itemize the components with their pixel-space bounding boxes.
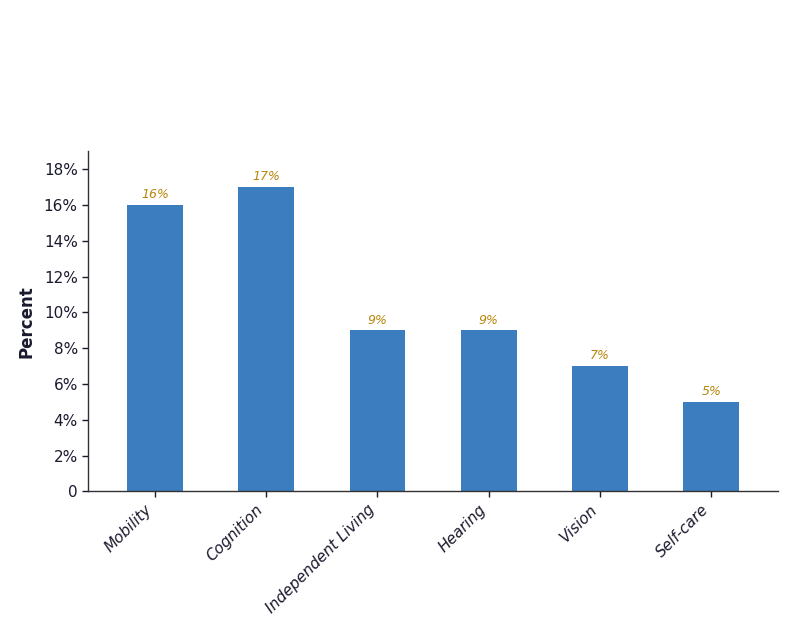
Bar — [350, 330, 405, 491]
Bar — [572, 366, 628, 491]
Text: 7%: 7% — [590, 350, 610, 362]
Text: functional disability types: functional disability types — [24, 86, 346, 110]
Text: 9%: 9% — [367, 314, 387, 327]
Bar — [461, 330, 516, 491]
Text: 16%: 16% — [141, 188, 169, 202]
Bar — [128, 205, 183, 491]
Text: Percentage of adults in Kentucky with select: Percentage of adults in Kentucky with se… — [24, 32, 578, 56]
Text: 5%: 5% — [701, 386, 721, 398]
Text: 17%: 17% — [253, 171, 280, 183]
Bar — [238, 187, 294, 491]
Bar — [683, 402, 739, 491]
Y-axis label: Percent: Percent — [18, 285, 35, 358]
Text: 9%: 9% — [479, 314, 499, 327]
